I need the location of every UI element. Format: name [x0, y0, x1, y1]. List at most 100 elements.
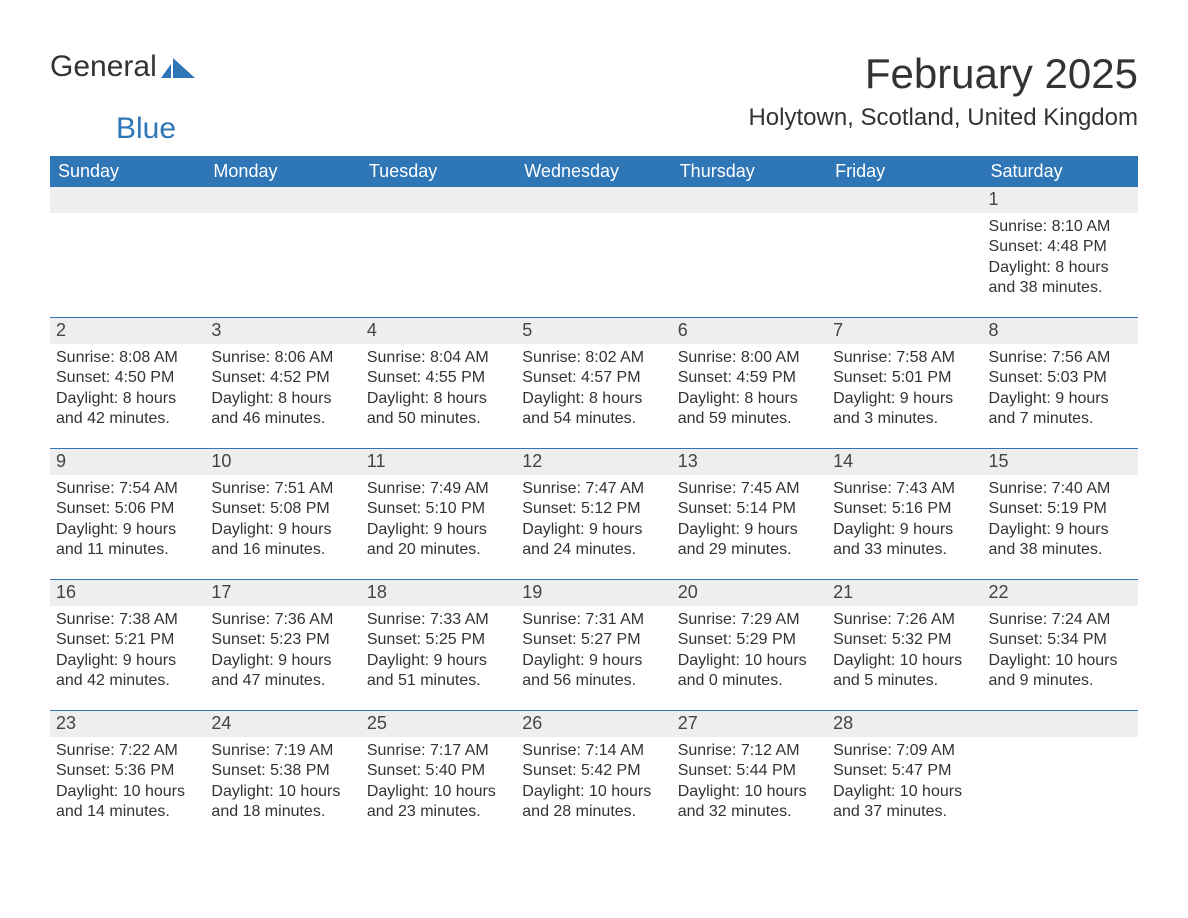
- day-number: 1: [983, 187, 1138, 213]
- day-header: Tuesday: [361, 156, 516, 187]
- detail-line: Sunset: 5:10 PM: [367, 499, 510, 519]
- day-details: [361, 213, 516, 227]
- detail-line: Daylight: 9 hours and 24 minutes.: [522, 520, 665, 561]
- detail-line: Sunset: 5:40 PM: [367, 761, 510, 781]
- day-details: Sunrise: 7:54 AMSunset: 5:06 PMDaylight:…: [50, 475, 205, 571]
- detail-line: Daylight: 8 hours and 50 minutes.: [367, 389, 510, 430]
- detail-line: Sunset: 5:47 PM: [833, 761, 976, 781]
- day-cell: 19Sunrise: 7:31 AMSunset: 5:27 PMDayligh…: [516, 580, 671, 710]
- day-details: Sunrise: 7:19 AMSunset: 5:38 PMDaylight:…: [205, 737, 360, 833]
- day-number: 13: [672, 449, 827, 475]
- day-number: 24: [205, 711, 360, 737]
- day-number: 4: [361, 318, 516, 344]
- day-number: 22: [983, 580, 1138, 606]
- detail-line: Sunrise: 7:36 AM: [211, 610, 354, 630]
- detail-line: Sunrise: 7:40 AM: [989, 479, 1132, 499]
- detail-line: Daylight: 10 hours and 37 minutes.: [833, 782, 976, 823]
- day-header: Friday: [827, 156, 982, 187]
- day-details: Sunrise: 7:33 AMSunset: 5:25 PMDaylight:…: [361, 606, 516, 702]
- week-row: 2Sunrise: 8:08 AMSunset: 4:50 PMDaylight…: [50, 317, 1138, 448]
- detail-line: Sunrise: 8:04 AM: [367, 348, 510, 368]
- day-cell: 10Sunrise: 7:51 AMSunset: 5:08 PMDayligh…: [205, 449, 360, 579]
- day-cell: 21Sunrise: 7:26 AMSunset: 5:32 PMDayligh…: [827, 580, 982, 710]
- day-cell: 8Sunrise: 7:56 AMSunset: 5:03 PMDaylight…: [983, 318, 1138, 448]
- detail-line: Sunset: 5:01 PM: [833, 368, 976, 388]
- day-number: 17: [205, 580, 360, 606]
- week-row: 1Sunrise: 8:10 AMSunset: 4:48 PMDaylight…: [50, 187, 1138, 317]
- day-number: 3: [205, 318, 360, 344]
- day-cell: 11Sunrise: 7:49 AMSunset: 5:10 PMDayligh…: [361, 449, 516, 579]
- detail-line: Sunset: 5:19 PM: [989, 499, 1132, 519]
- detail-line: Sunset: 5:36 PM: [56, 761, 199, 781]
- detail-line: Sunrise: 8:10 AM: [989, 217, 1132, 237]
- day-cell: [827, 187, 982, 317]
- day-cell: 18Sunrise: 7:33 AMSunset: 5:25 PMDayligh…: [361, 580, 516, 710]
- day-number: 23: [50, 711, 205, 737]
- detail-line: Daylight: 9 hours and 33 minutes.: [833, 520, 976, 561]
- day-number: [516, 187, 671, 213]
- day-cell: [672, 187, 827, 317]
- day-details: Sunrise: 7:47 AMSunset: 5:12 PMDaylight:…: [516, 475, 671, 571]
- day-number: 18: [361, 580, 516, 606]
- detail-line: Sunset: 5:23 PM: [211, 630, 354, 650]
- day-details: Sunrise: 7:22 AMSunset: 5:36 PMDaylight:…: [50, 737, 205, 833]
- week-row: 23Sunrise: 7:22 AMSunset: 5:36 PMDayligh…: [50, 710, 1138, 841]
- day-details: Sunrise: 7:29 AMSunset: 5:29 PMDaylight:…: [672, 606, 827, 702]
- day-number: [205, 187, 360, 213]
- day-details: Sunrise: 7:45 AMSunset: 5:14 PMDaylight:…: [672, 475, 827, 571]
- day-cell: [983, 711, 1138, 841]
- day-cell: [361, 187, 516, 317]
- detail-line: Daylight: 10 hours and 28 minutes.: [522, 782, 665, 823]
- detail-line: Daylight: 8 hours and 46 minutes.: [211, 389, 354, 430]
- detail-line: Sunset: 4:48 PM: [989, 237, 1132, 257]
- day-details: Sunrise: 7:43 AMSunset: 5:16 PMDaylight:…: [827, 475, 982, 571]
- day-number: [983, 711, 1138, 737]
- detail-line: Sunrise: 7:54 AM: [56, 479, 199, 499]
- detail-line: Sunset: 5:03 PM: [989, 368, 1132, 388]
- detail-line: Daylight: 10 hours and 9 minutes.: [989, 651, 1132, 692]
- detail-line: Daylight: 10 hours and 5 minutes.: [833, 651, 976, 692]
- week-row: 16Sunrise: 7:38 AMSunset: 5:21 PMDayligh…: [50, 579, 1138, 710]
- detail-line: Sunset: 4:55 PM: [367, 368, 510, 388]
- day-details: Sunrise: 8:02 AMSunset: 4:57 PMDaylight:…: [516, 344, 671, 440]
- day-details: Sunrise: 8:04 AMSunset: 4:55 PMDaylight:…: [361, 344, 516, 440]
- day-details: Sunrise: 8:10 AMSunset: 4:48 PMDaylight:…: [983, 213, 1138, 309]
- detail-line: Daylight: 9 hours and 51 minutes.: [367, 651, 510, 692]
- day-number: 27: [672, 711, 827, 737]
- day-number: 6: [672, 318, 827, 344]
- detail-line: Sunset: 5:42 PM: [522, 761, 665, 781]
- day-header: Sunday: [50, 156, 205, 187]
- title-block: February 2025 Holytown, Scotland, United…: [748, 50, 1138, 132]
- detail-line: Sunrise: 7:24 AM: [989, 610, 1132, 630]
- detail-line: Sunrise: 7:47 AM: [522, 479, 665, 499]
- detail-line: Sunrise: 7:51 AM: [211, 479, 354, 499]
- day-cell: 27Sunrise: 7:12 AMSunset: 5:44 PMDayligh…: [672, 711, 827, 841]
- day-cell: 26Sunrise: 7:14 AMSunset: 5:42 PMDayligh…: [516, 711, 671, 841]
- detail-line: Sunrise: 7:19 AM: [211, 741, 354, 761]
- day-number: 28: [827, 711, 982, 737]
- day-details: Sunrise: 7:36 AMSunset: 5:23 PMDaylight:…: [205, 606, 360, 702]
- day-cell: 13Sunrise: 7:45 AMSunset: 5:14 PMDayligh…: [672, 449, 827, 579]
- day-number: [361, 187, 516, 213]
- day-cell: 2Sunrise: 8:08 AMSunset: 4:50 PMDaylight…: [50, 318, 205, 448]
- day-details: Sunrise: 7:31 AMSunset: 5:27 PMDaylight:…: [516, 606, 671, 702]
- detail-line: Sunrise: 7:22 AM: [56, 741, 199, 761]
- day-details: [827, 213, 982, 227]
- day-details: Sunrise: 8:00 AMSunset: 4:59 PMDaylight:…: [672, 344, 827, 440]
- detail-line: Sunrise: 7:49 AM: [367, 479, 510, 499]
- day-cell: 12Sunrise: 7:47 AMSunset: 5:12 PMDayligh…: [516, 449, 671, 579]
- day-number: 8: [983, 318, 1138, 344]
- detail-line: Sunrise: 7:17 AM: [367, 741, 510, 761]
- detail-line: Sunset: 5:06 PM: [56, 499, 199, 519]
- detail-line: Sunrise: 7:09 AM: [833, 741, 976, 761]
- day-details: [50, 213, 205, 227]
- detail-line: Sunset: 4:59 PM: [678, 368, 821, 388]
- detail-line: Daylight: 9 hours and 38 minutes.: [989, 520, 1132, 561]
- detail-line: Sunset: 5:21 PM: [56, 630, 199, 650]
- logo: General: [50, 50, 195, 84]
- detail-line: Sunrise: 7:33 AM: [367, 610, 510, 630]
- day-cell: 28 Sunrise: 7:09 AMSunset: 5:47 PMDayligh…: [827, 711, 982, 841]
- day-cell: 14Sunrise: 7:43 AMSunset: 5:16 PMDayligh…: [827, 449, 982, 579]
- day-details: [205, 213, 360, 227]
- day-details: Sunrise: 8:08 AMSunset: 4:50 PMDaylight:…: [50, 344, 205, 440]
